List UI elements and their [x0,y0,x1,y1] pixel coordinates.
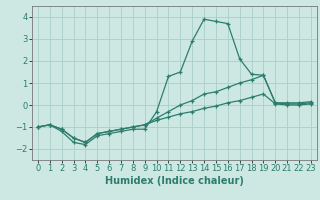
X-axis label: Humidex (Indice chaleur): Humidex (Indice chaleur) [105,176,244,186]
